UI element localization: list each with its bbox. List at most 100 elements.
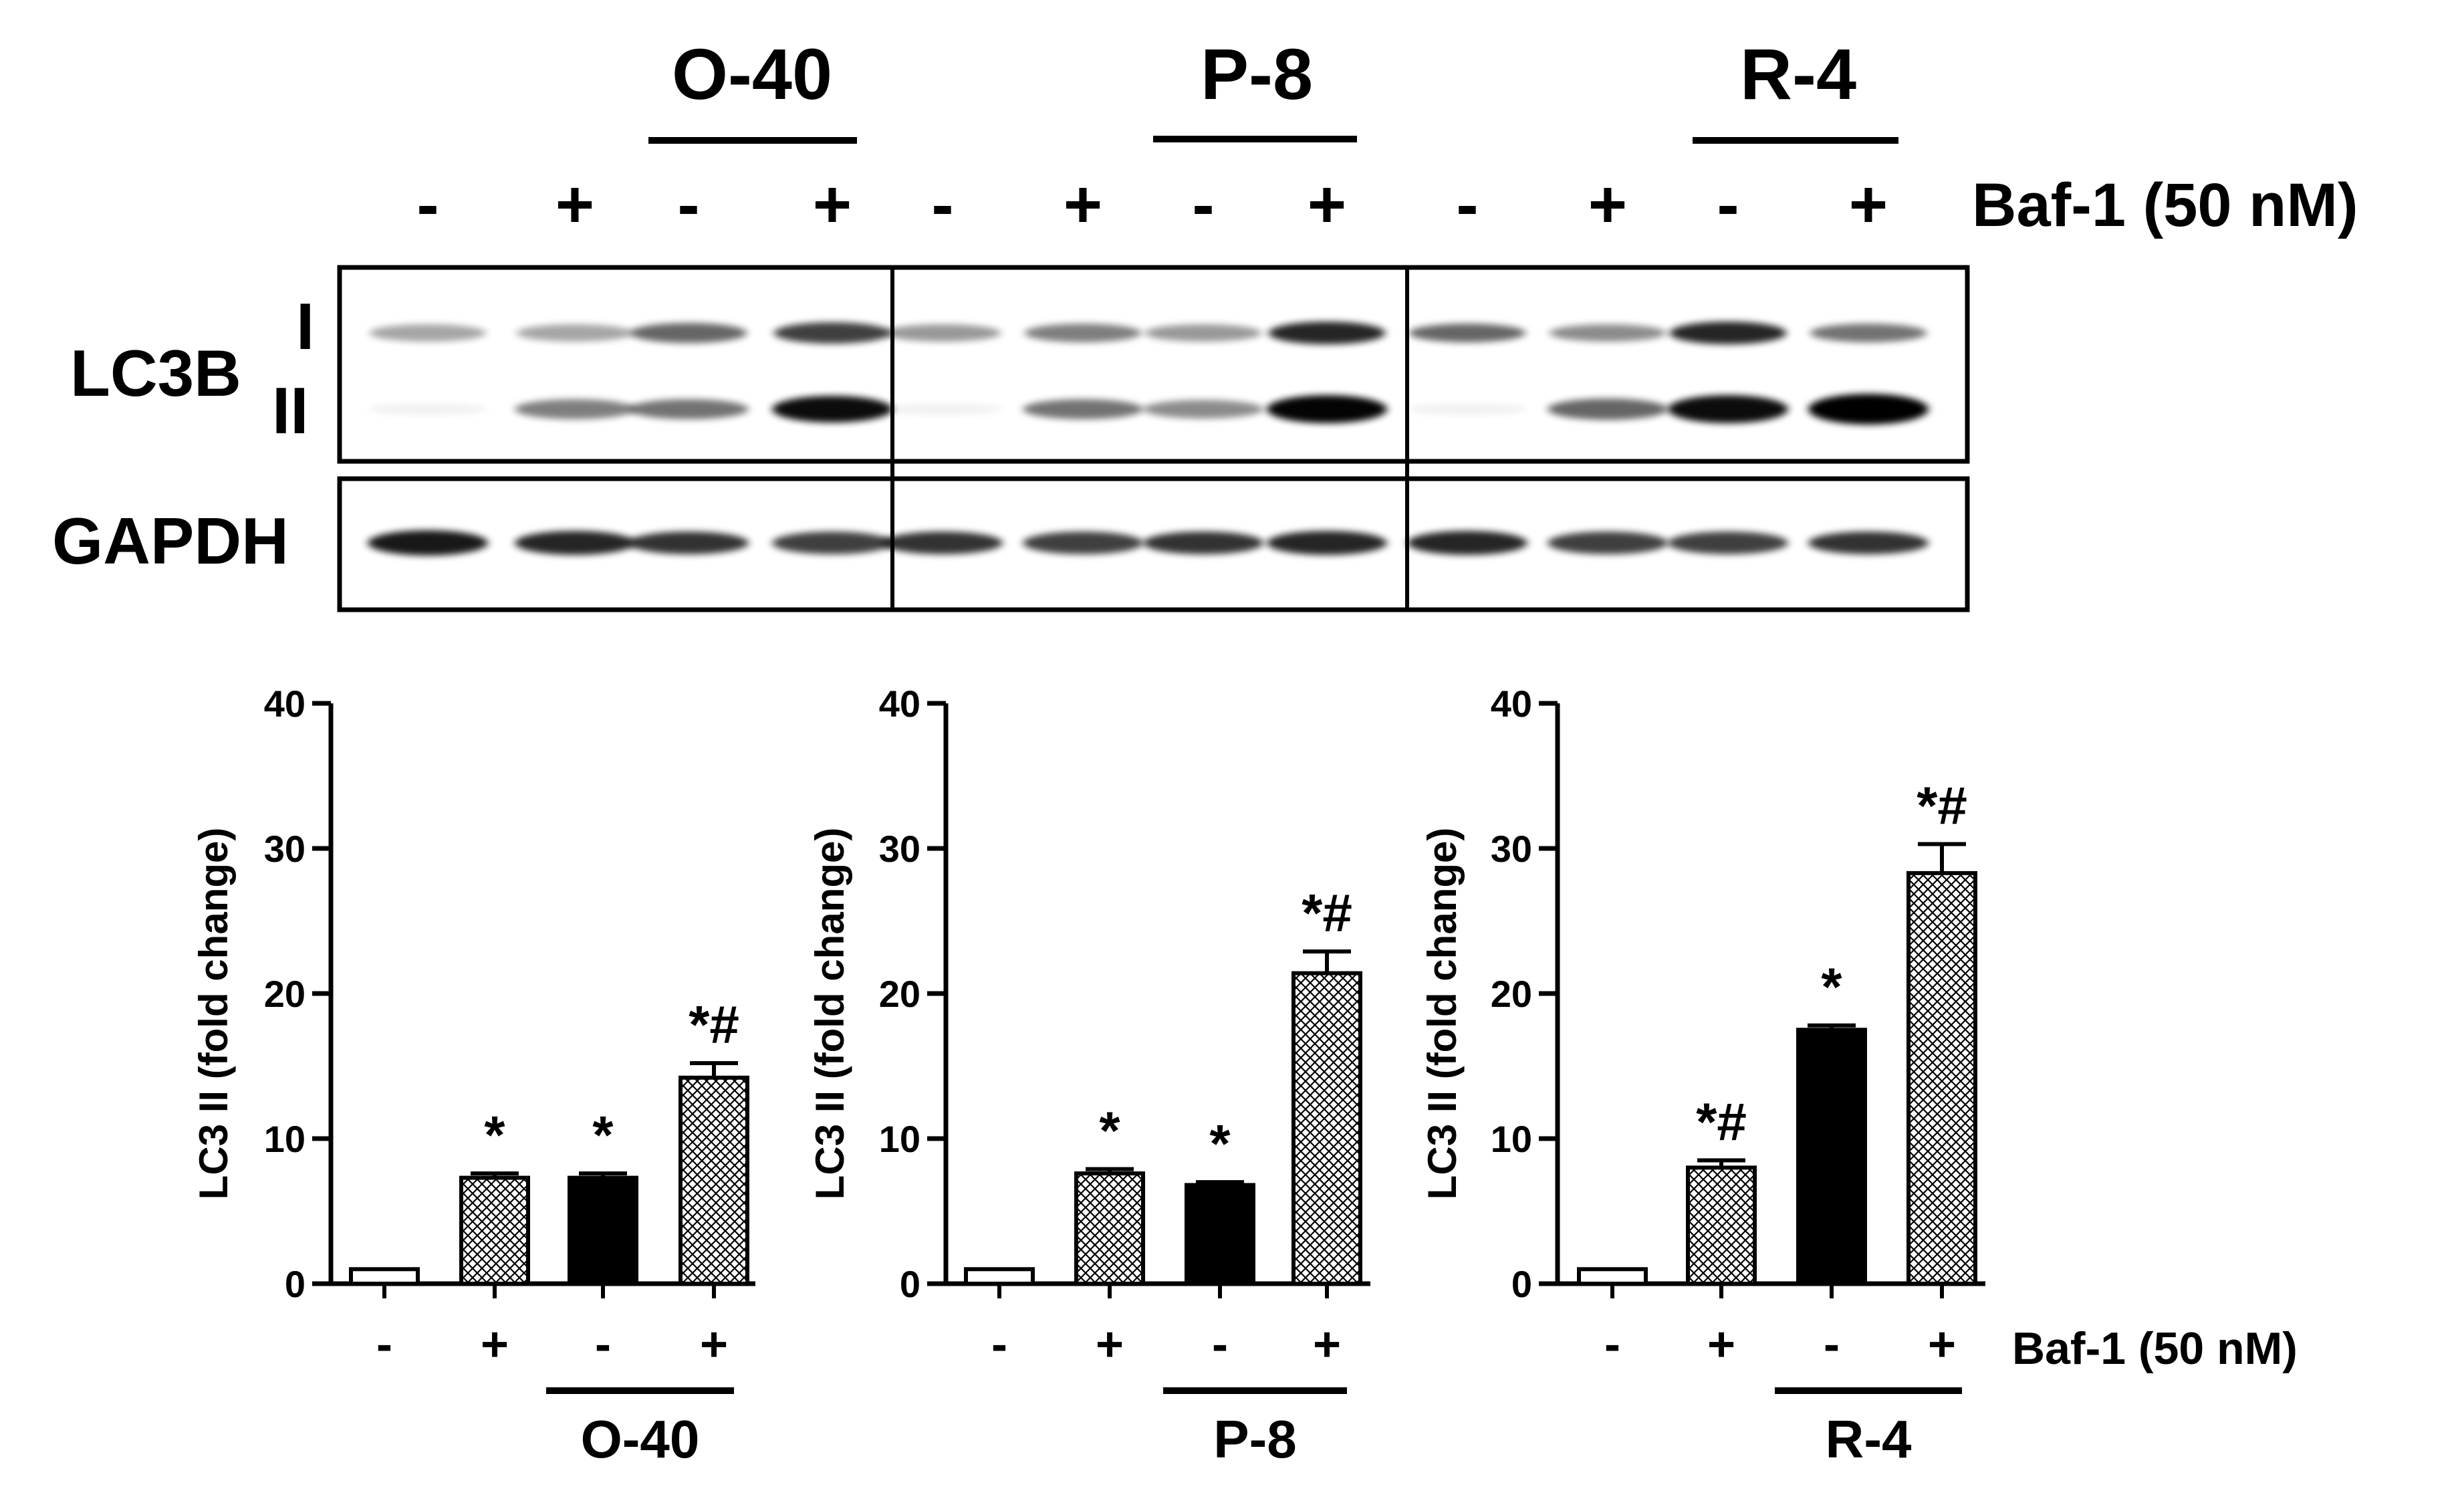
y-tick-label: 40 <box>879 683 920 725</box>
y-tick-label: 40 <box>264 683 305 725</box>
group-label: P-8 <box>1213 1409 1297 1469</box>
bar <box>1291 971 1362 1286</box>
blot-group-label-p8: P-8 <box>1201 33 1313 114</box>
blot-lane-sign: - <box>1192 167 1214 242</box>
blot-band <box>1267 531 1387 555</box>
x-category-label: + <box>1313 1318 1341 1371</box>
x-category-label: + <box>1928 1318 1956 1371</box>
western-blot: O-40 P-8 R-4 - + - + - + - + - + - + Baf-1 (50 nM) … <box>52 33 2358 612</box>
blot-band <box>882 532 1003 554</box>
y-tick-label: 0 <box>1511 1263 1532 1305</box>
y-axis-label: LC3 II (fold change) <box>1420 828 1465 1200</box>
blot-lane-sign: - <box>1717 167 1739 242</box>
bar <box>1796 1028 1867 1286</box>
blot-band <box>1548 398 1668 420</box>
y-tick-label: 30 <box>264 828 305 870</box>
significance-marker: * <box>1209 1114 1231 1173</box>
bar <box>1906 870 1977 1286</box>
x-category-label: - <box>991 1318 1007 1371</box>
blot-lane-sign: - <box>931 167 953 242</box>
band-i-label: I <box>296 289 314 363</box>
blot-band <box>1143 400 1263 419</box>
bar <box>1185 1183 1255 1286</box>
blot-lane-signs: - + - + - + - + - + - + <box>416 167 1888 242</box>
blot-band <box>1268 322 1386 344</box>
x-category-label: + <box>1096 1318 1124 1371</box>
blot-band <box>773 322 891 344</box>
significance-marker: * <box>1821 957 1842 1017</box>
x-category-label: + <box>700 1318 728 1371</box>
blot-lane-sign: - <box>1456 167 1478 242</box>
blot-band <box>369 324 487 342</box>
blot-band <box>1407 403 1527 415</box>
significance-marker: * <box>1099 1101 1120 1161</box>
x-category-label: - <box>1212 1318 1228 1371</box>
blot-band <box>1023 532 1143 554</box>
blot-band <box>628 399 749 419</box>
blot-lane-sign: + <box>1849 167 1888 242</box>
blot-band <box>882 403 1003 415</box>
blot-band <box>1548 532 1668 554</box>
blot-band <box>1143 532 1263 554</box>
x-category-label: - <box>1604 1318 1620 1371</box>
significance-marker: *# <box>689 995 739 1054</box>
bar <box>1577 1267 1648 1286</box>
band-ii-label: II <box>272 374 308 447</box>
x-category-label: - <box>595 1318 611 1371</box>
y-axis-label: LC3 II (fold change) <box>808 828 852 1200</box>
x-category-label: - <box>376 1318 392 1371</box>
bar <box>679 1075 749 1286</box>
bar <box>459 1175 530 1286</box>
blot-band <box>1408 324 1526 342</box>
blot-band <box>772 396 892 423</box>
blot-group-label-r4: R-4 <box>1740 33 1856 114</box>
bar <box>1074 1171 1145 1286</box>
y-tick-label: 0 <box>900 1263 920 1305</box>
blot-lane-sign: + <box>1308 167 1346 242</box>
significance-marker: *# <box>1302 883 1352 943</box>
blot-band <box>1810 324 1927 342</box>
blot-band <box>368 403 488 415</box>
blot-band <box>1023 399 1143 419</box>
blot-band <box>1808 394 1929 425</box>
blot-band <box>1144 324 1262 342</box>
blot-band <box>1407 531 1527 555</box>
blot-band <box>368 530 488 556</box>
x-category-label: - <box>1824 1318 1840 1371</box>
lc3b-row-label: LC3B <box>70 336 241 410</box>
y-tick-label: 20 <box>879 973 920 1015</box>
blot-band <box>630 323 747 343</box>
bar <box>568 1175 638 1286</box>
blot-band <box>1669 322 1787 344</box>
blot-lane-sign: - <box>416 167 439 242</box>
y-tick-label: 30 <box>879 828 920 870</box>
blot-band <box>772 532 892 554</box>
y-tick-label: 40 <box>1491 683 1532 725</box>
blot-lane-sign: + <box>813 167 852 242</box>
blot-band <box>516 324 634 342</box>
y-tick-label: 10 <box>1491 1118 1532 1160</box>
significance-marker: * <box>592 1105 614 1165</box>
blot-band <box>884 324 1001 342</box>
blot-lane-sign: + <box>1588 167 1627 242</box>
blot-band <box>1668 532 1788 554</box>
y-tick-label: 20 <box>1491 973 1532 1015</box>
blot-band <box>628 532 749 554</box>
y-axis-label: LC3 II (fold change) <box>191 828 236 1200</box>
significance-marker: *# <box>1696 1092 1747 1152</box>
y-tick-label: 20 <box>264 973 305 1015</box>
y-tick-label: 30 <box>1491 828 1532 870</box>
gapdh-row-label: GAPDH <box>52 504 289 578</box>
significance-marker: * <box>484 1105 505 1165</box>
blot-lane-sign: + <box>1064 167 1102 242</box>
x-category-label: + <box>1707 1318 1735 1371</box>
blot-lane-sign: + <box>556 167 594 242</box>
y-tick-label: 10 <box>264 1118 305 1160</box>
blot-lane-sign: - <box>677 167 699 242</box>
blot-band <box>515 531 635 555</box>
lc3b-panel <box>337 265 1970 464</box>
blot-band <box>1267 395 1387 423</box>
bar-chart-2: 0 10 20 30 40 LC3 II (fold change) - *# + * - *# + R-… <box>1420 683 2298 1469</box>
